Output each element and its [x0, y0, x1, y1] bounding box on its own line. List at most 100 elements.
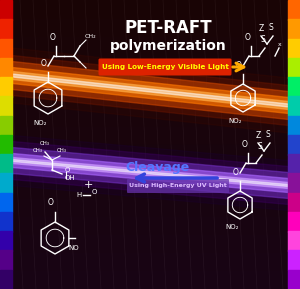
Bar	[0, 38, 12, 58]
Bar	[12, 103, 288, 104]
Bar	[12, 247, 288, 248]
Text: O: O	[233, 168, 239, 177]
Bar	[12, 104, 288, 105]
Bar	[12, 240, 288, 241]
Text: O: O	[245, 33, 251, 42]
Bar	[12, 14, 288, 15]
Bar	[12, 284, 288, 285]
Bar	[12, 42, 288, 43]
Text: x: x	[278, 42, 282, 47]
Bar	[12, 187, 288, 188]
Bar	[12, 57, 288, 58]
Bar	[12, 162, 288, 163]
Bar	[12, 254, 288, 255]
Bar	[12, 32, 288, 33]
Bar	[12, 202, 288, 203]
Bar	[12, 229, 288, 230]
Bar	[12, 37, 288, 38]
Bar	[12, 248, 288, 249]
Bar	[12, 5, 288, 6]
Bar	[12, 83, 288, 84]
Bar	[12, 58, 288, 59]
Bar	[12, 228, 288, 229]
Bar	[12, 21, 288, 22]
Bar	[0, 116, 12, 135]
Text: O: O	[92, 189, 98, 195]
Bar	[288, 270, 300, 289]
Bar	[12, 44, 288, 45]
Bar	[288, 38, 300, 58]
Bar	[12, 30, 288, 31]
Bar	[12, 142, 288, 143]
Bar	[12, 273, 288, 274]
Bar	[12, 31, 288, 32]
Bar	[12, 198, 288, 199]
Bar	[12, 40, 288, 41]
Bar	[12, 255, 288, 256]
Bar	[12, 87, 288, 88]
Bar	[12, 271, 288, 272]
Bar	[12, 277, 288, 278]
Bar	[12, 128, 288, 129]
Bar	[12, 89, 288, 90]
Bar	[12, 252, 288, 253]
Bar	[288, 173, 300, 193]
Bar	[12, 34, 288, 35]
Bar	[12, 209, 288, 210]
Text: NO₂: NO₂	[33, 120, 46, 126]
Bar	[12, 261, 288, 262]
Bar	[12, 105, 288, 106]
Bar	[12, 238, 288, 239]
Bar	[12, 242, 288, 243]
Text: Cleavage: Cleavage	[126, 162, 190, 175]
Bar	[12, 86, 288, 87]
Bar	[0, 154, 12, 174]
Bar	[12, 132, 288, 133]
Bar	[12, 163, 288, 164]
Bar	[12, 235, 288, 236]
Bar	[12, 137, 288, 138]
Bar	[12, 274, 288, 275]
Bar	[288, 77, 300, 97]
Bar	[12, 114, 288, 115]
Bar	[12, 55, 288, 56]
Bar	[12, 190, 288, 191]
Bar	[12, 23, 288, 24]
Bar	[12, 107, 288, 108]
Bar	[12, 80, 288, 81]
Bar	[12, 144, 288, 145]
Bar	[12, 6, 288, 7]
Text: PET-RAFT: PET-RAFT	[124, 19, 212, 37]
Text: O: O	[41, 59, 47, 68]
Bar	[12, 188, 288, 189]
Bar	[12, 53, 288, 54]
Bar	[12, 85, 288, 86]
Text: O: O	[236, 61, 242, 70]
Bar	[12, 189, 288, 190]
Bar	[12, 183, 288, 184]
Bar	[12, 62, 288, 63]
Bar	[0, 58, 12, 77]
Bar	[12, 125, 288, 126]
Bar	[12, 157, 288, 158]
Bar	[12, 171, 288, 172]
Bar	[12, 65, 288, 66]
Bar	[12, 135, 288, 136]
Bar	[12, 7, 288, 8]
Bar	[12, 196, 288, 197]
Bar	[12, 25, 288, 26]
Text: S: S	[266, 130, 270, 139]
Bar	[12, 276, 288, 277]
Bar	[12, 98, 288, 99]
Bar	[12, 131, 288, 132]
Bar	[12, 52, 288, 53]
Bar	[12, 90, 288, 91]
FancyArrowPatch shape	[233, 63, 244, 71]
Bar	[12, 211, 288, 212]
Bar	[12, 178, 288, 179]
Bar	[12, 181, 288, 182]
Bar	[12, 231, 288, 232]
Bar	[12, 193, 288, 194]
Bar	[12, 115, 288, 116]
Bar	[12, 38, 288, 39]
